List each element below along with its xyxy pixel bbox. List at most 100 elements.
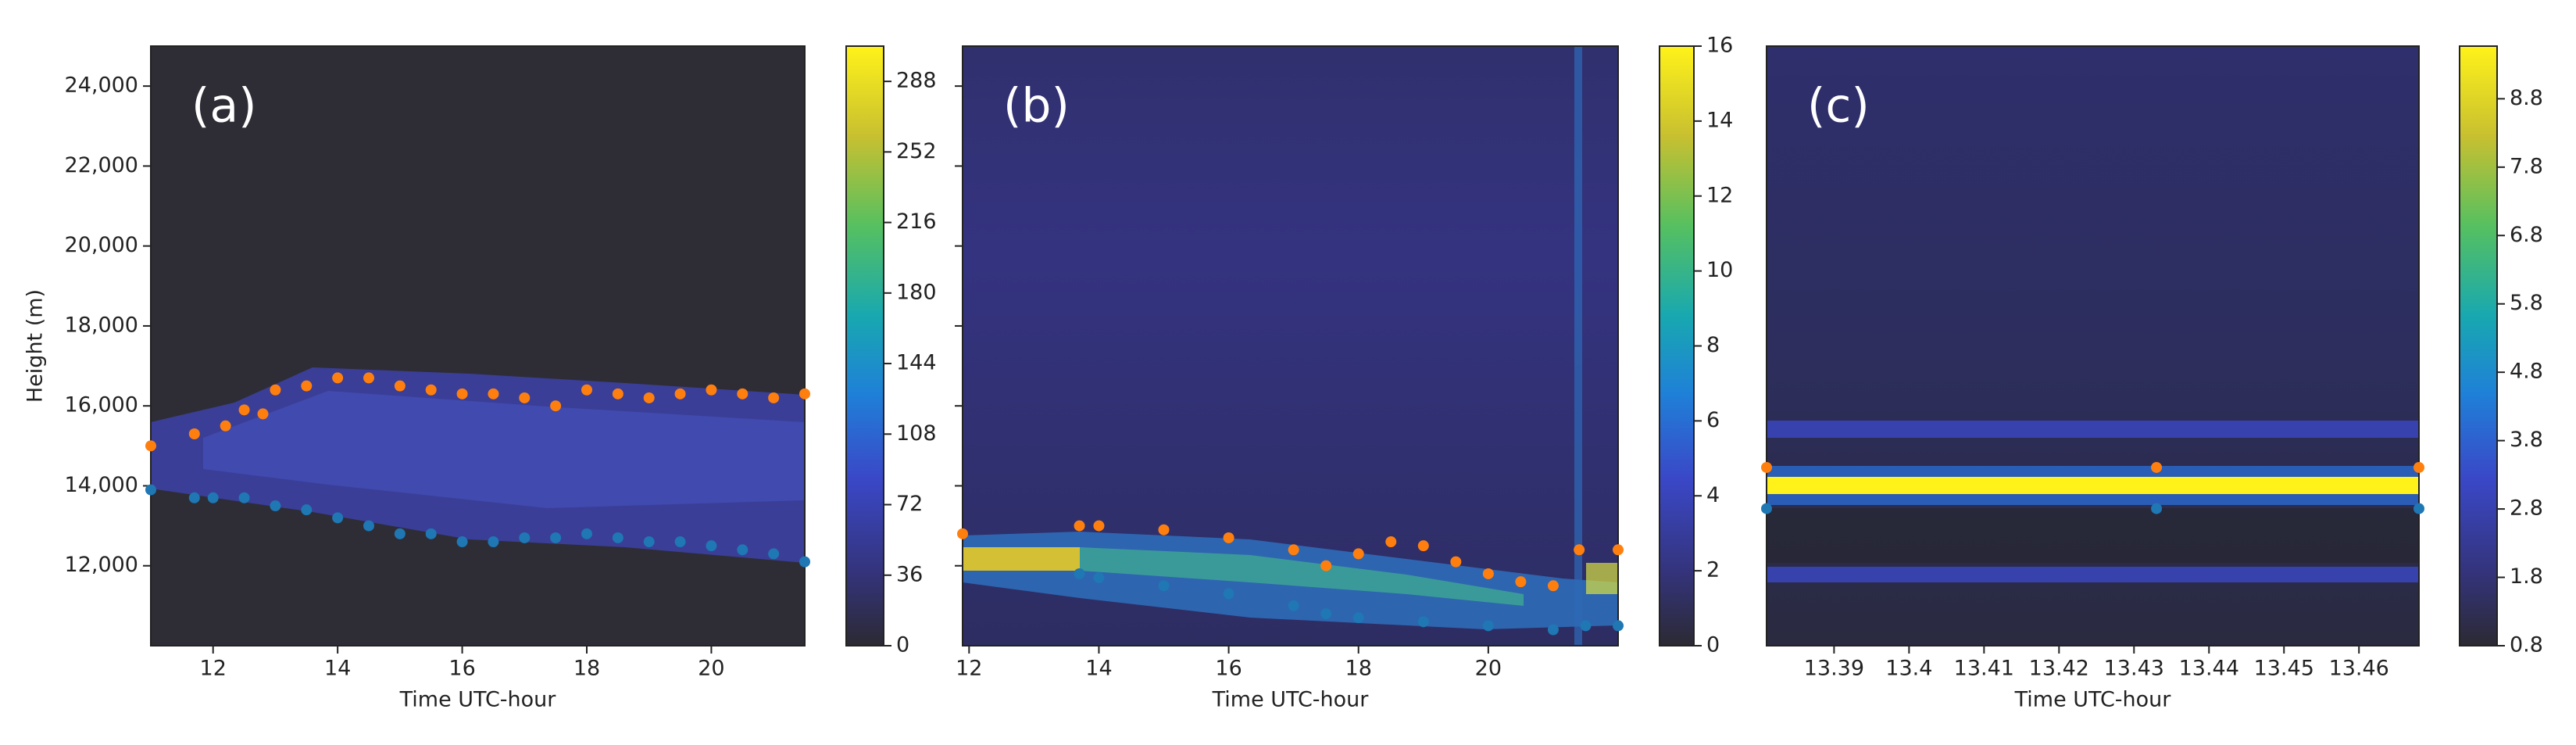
y-tick-label: 16,000 [65,393,138,417]
point [1093,520,1105,532]
point [1074,520,1085,532]
x-tick-label: 20 [698,657,724,681]
point [1574,544,1585,556]
heatmap-c [1767,46,2419,646]
panel-label: (a) [191,79,257,134]
point [581,384,592,396]
colorbar-frame [2459,45,2498,647]
point [1417,540,1429,552]
x-tick-label: 14 [324,657,351,681]
point [799,388,810,399]
x-tick-label: 14 [1085,657,1112,681]
point [1385,536,1397,548]
point [394,380,406,392]
point [768,392,780,403]
point [612,388,623,399]
colorbar-tick-label: 144 [896,351,937,375]
colorbar-tick-label: 14 [1706,108,1733,132]
colorbar-tick-label: 0.8 [2510,633,2543,657]
colorbar-tick-label: 12 [1706,183,1733,207]
point [1613,544,1624,556]
point [145,440,156,452]
point [643,536,655,548]
x-tick-label: 13.45 [2254,657,2314,681]
point [737,388,749,399]
point [1761,461,1772,473]
y-tick-label: 20,000 [65,233,138,257]
x-axis-label: Time UTC-hour [399,688,557,712]
panel-label: (b) [1003,79,1070,134]
x-tick-label: 13.44 [2179,657,2239,681]
colorbar-tick-label: 36 [896,562,923,586]
point [674,388,686,399]
x-tick-label: 13.43 [2104,657,2164,681]
x-tick-label: 18 [1345,657,1372,681]
point [2413,461,2424,473]
point [363,520,374,532]
point [1352,548,1364,560]
point [188,428,200,439]
point [1417,616,1429,628]
point [1320,560,1332,571]
point [207,492,219,503]
colorbar-b [1660,46,1694,646]
point [425,528,437,539]
x-tick-label: 13.42 [2029,657,2089,681]
point [332,372,344,384]
point [1580,620,1592,632]
heatmap-a [151,46,805,646]
x-tick-label: 12 [956,657,982,681]
point [238,492,250,503]
point [2151,461,2163,473]
point [706,540,717,552]
colorbar-tick-label: 72 [896,492,923,516]
point [519,532,531,543]
point [1352,612,1364,624]
point [301,380,313,392]
x-tick-label: 13.46 [2329,657,2389,681]
point [674,536,686,548]
colorbar-tick-label: 6.8 [2510,223,2543,247]
x-tick-label: 16 [448,657,475,681]
colorbar-tick-label: 16 [1706,34,1733,58]
point [1158,524,1170,535]
colorbar-tick-label: 4.8 [2510,360,2543,384]
colorbar-c [2460,46,2497,646]
colorbar-tick-label: 3.8 [2510,428,2543,452]
colorbar-tick-label: 1.8 [2510,564,2543,589]
point [332,512,344,524]
x-tick-label: 12 [200,657,227,681]
point [2413,503,2424,514]
point [1450,556,1462,568]
colorbar-frame [845,45,884,647]
point [550,532,562,543]
point [737,544,749,556]
point [394,528,406,539]
x-tick-label: 20 [1475,657,1502,681]
x-axis-label: Time UTC-hour [1212,688,1370,712]
y-tick-label: 12,000 [65,553,138,577]
x-tick-label: 13.41 [1954,657,2014,681]
y-tick-label: 24,000 [65,73,138,98]
point [1320,608,1332,620]
point [1547,580,1559,592]
colorbar-tick-label: 4 [1706,483,1720,507]
point [519,392,531,403]
point [301,504,313,516]
colorbar-tick-label: 0 [896,633,909,657]
point [1288,544,1299,556]
colorbar-tick-label: 5.8 [2510,291,2543,315]
plot-frame [1766,45,2420,647]
x-tick-label: 13.39 [1804,657,1864,681]
point [188,492,200,503]
point [1482,568,1494,579]
colorbar-tick-label: 108 [896,421,937,446]
point [768,548,780,560]
point [270,500,281,512]
x-tick-label: 13.4 [1885,657,1932,681]
point [550,400,562,412]
point [1761,503,1772,514]
point [612,532,623,543]
point [270,384,281,396]
